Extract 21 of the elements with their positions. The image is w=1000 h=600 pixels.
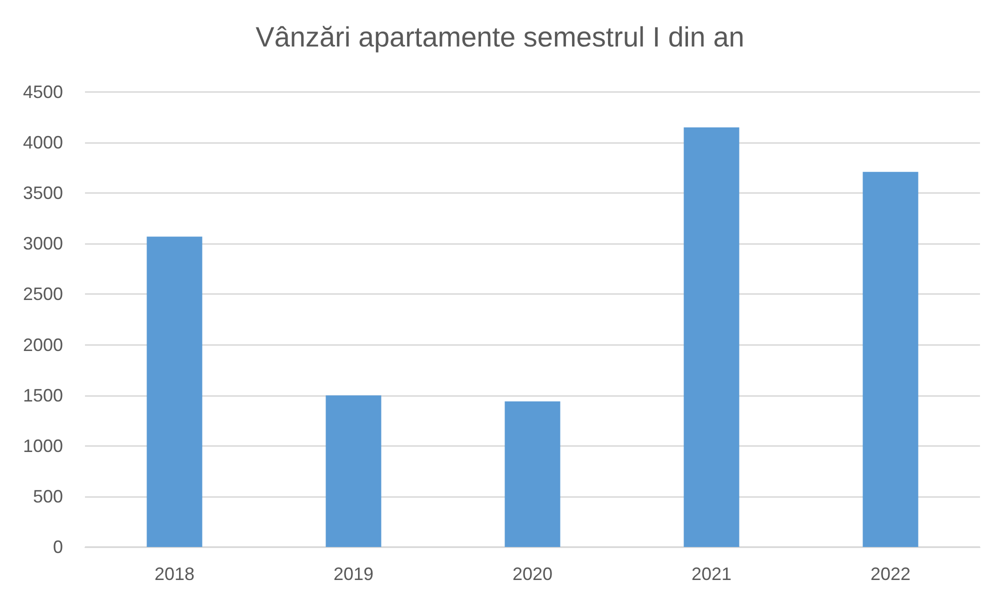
x-tick-label: 2021 [691,564,732,584]
bar [684,127,740,547]
y-tick-label: 1000 [22,436,63,456]
y-tick-label: 0 [52,537,63,557]
bar [146,236,202,547]
chart-title: Vânzări apartamente semestrul I din an [256,22,744,52]
y-tick-label: 3000 [22,234,63,254]
y-tick-label: 2500 [22,284,63,304]
y-tick-label: 3500 [22,183,63,204]
x-tick-label: 2019 [333,564,374,584]
y-tick-label: 4000 [22,132,63,153]
x-tick-label: 2018 [154,564,195,584]
x-tick-label: 2022 [870,564,911,584]
y-tick-label: 500 [32,486,63,506]
y-tick-label: 4500 [22,82,63,102]
bar [862,172,918,547]
bar [504,401,560,547]
x-tick-label: 2020 [512,564,553,584]
y-tick-label: 1500 [22,385,63,406]
bar [326,395,382,547]
y-tick-label: 2000 [22,334,63,355]
